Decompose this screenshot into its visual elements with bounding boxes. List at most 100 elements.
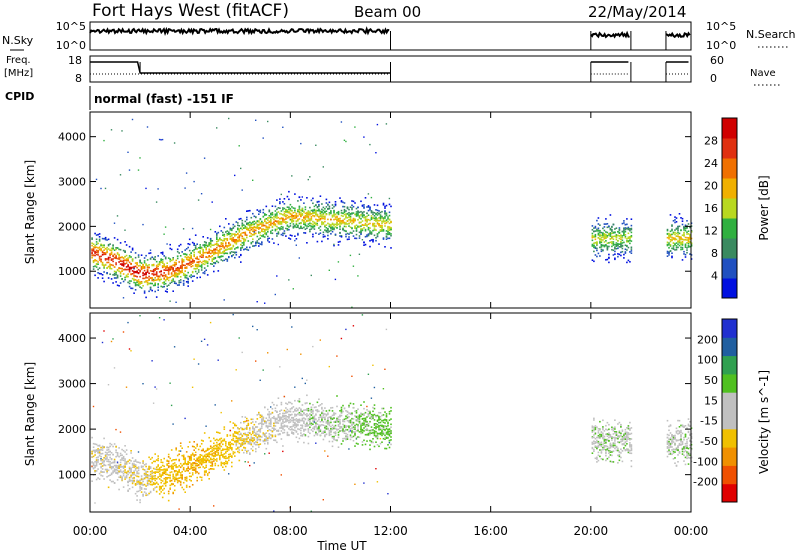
- echo-cell: [102, 449, 104, 451]
- echo-cell: [109, 474, 111, 476]
- echo-cell: [210, 240, 212, 242]
- echo-cell: [212, 465, 214, 467]
- echo-cell: [680, 238, 682, 240]
- echo-cell: [215, 440, 217, 442]
- echo-cell: [282, 209, 284, 211]
- echo-cell: [240, 439, 242, 441]
- echo-cell: [234, 248, 236, 250]
- echo-cell: [245, 232, 247, 234]
- echo-cell: [193, 456, 195, 458]
- echo-cell: [255, 360, 256, 361]
- echo-cell: [287, 222, 289, 224]
- echo-cell: [293, 429, 295, 431]
- echo-cell: [245, 421, 247, 423]
- echo-cell: [153, 274, 155, 276]
- echo-cell: [617, 256, 619, 258]
- echo-cell: [369, 240, 371, 242]
- echo-cell: [610, 238, 612, 240]
- echo-cell: [115, 272, 117, 274]
- echo-cell: [201, 264, 203, 266]
- echo-cell: [668, 233, 670, 235]
- echo-cell: [257, 329, 258, 330]
- echo-cell: [261, 427, 263, 429]
- echo-cell: [281, 194, 282, 195]
- echo-cell: [124, 458, 126, 460]
- echo-cell: [100, 463, 102, 465]
- echo-cell: [279, 433, 281, 435]
- echo-cell: [135, 252, 137, 254]
- echo-cell: [309, 433, 311, 435]
- echo-cell: [103, 249, 105, 251]
- echo-cell: [255, 426, 257, 428]
- echo-cell: [96, 179, 97, 180]
- echo-cell: [236, 241, 238, 243]
- echo-cell: [120, 174, 121, 175]
- echo-cell: [318, 209, 320, 211]
- echo-cell: [106, 252, 108, 254]
- echo-cell: [156, 265, 158, 267]
- echo-cell: [121, 278, 123, 280]
- echo-cell: [596, 256, 598, 258]
- echo-cell: [251, 419, 253, 421]
- echo-cell: [97, 269, 99, 271]
- echo-cell: [282, 432, 284, 434]
- echo-cell: [593, 261, 595, 263]
- echo-cell: [219, 249, 221, 251]
- echo-cell: [306, 213, 308, 215]
- echo-cell: [311, 219, 313, 221]
- echo-cell: [218, 232, 220, 234]
- echo-cell: [284, 429, 286, 431]
- echo-cell: [251, 227, 253, 229]
- echo-cell: [218, 262, 220, 264]
- echo-cell: [204, 467, 206, 469]
- echo-cell: [150, 458, 152, 460]
- echo-cell: [239, 145, 240, 146]
- echo-cell: [338, 213, 340, 215]
- echo-cell: [261, 425, 263, 427]
- echo-cell: [273, 216, 275, 218]
- echo-cell: [111, 259, 113, 261]
- echo-cell: [154, 471, 156, 473]
- echo-cell: [233, 435, 235, 437]
- echo-cell: [93, 249, 95, 251]
- echo-cell: [222, 456, 224, 458]
- echo-cell: [243, 442, 245, 444]
- echo-cell: [278, 227, 280, 229]
- echo-cell: [671, 239, 673, 241]
- echo-cell: [180, 255, 182, 257]
- echo-cell: [290, 234, 292, 236]
- echo-cell: [126, 476, 128, 478]
- echo-cell: [251, 222, 253, 224]
- echo-cell: [187, 462, 189, 464]
- echo-cell: [254, 434, 256, 436]
- echo-cell: [221, 442, 223, 444]
- echo-cell: [111, 248, 113, 250]
- echo-cell: [174, 479, 176, 481]
- noise-line: [666, 33, 690, 36]
- echo-cell: [264, 433, 266, 435]
- echo-cell: [309, 420, 311, 422]
- echo-cell: [273, 428, 275, 430]
- echo-cell: [162, 265, 164, 267]
- echo-cell: [631, 240, 633, 242]
- echo-cell: [224, 453, 226, 455]
- echo-cell: [184, 277, 186, 279]
- echo-cell: [623, 234, 625, 236]
- echo-cell: [351, 227, 353, 229]
- echo-cell: [192, 387, 193, 388]
- echo-cell: [175, 276, 177, 278]
- echo-cell: [222, 463, 224, 465]
- echo-cell: [162, 139, 163, 140]
- echo-cell: [305, 219, 307, 221]
- echo-cell: [118, 471, 120, 473]
- echo-cell: [129, 169, 130, 170]
- echo-cell: [369, 227, 371, 229]
- echo-cell: [106, 470, 108, 472]
- echo-cell: [150, 475, 152, 477]
- echo-cell: [387, 238, 389, 240]
- echo-cell: [276, 430, 278, 432]
- echo-cell: [339, 221, 341, 223]
- echo-cell: [190, 266, 192, 268]
- echo-cell: [96, 234, 98, 236]
- echo-cell: [369, 144, 370, 145]
